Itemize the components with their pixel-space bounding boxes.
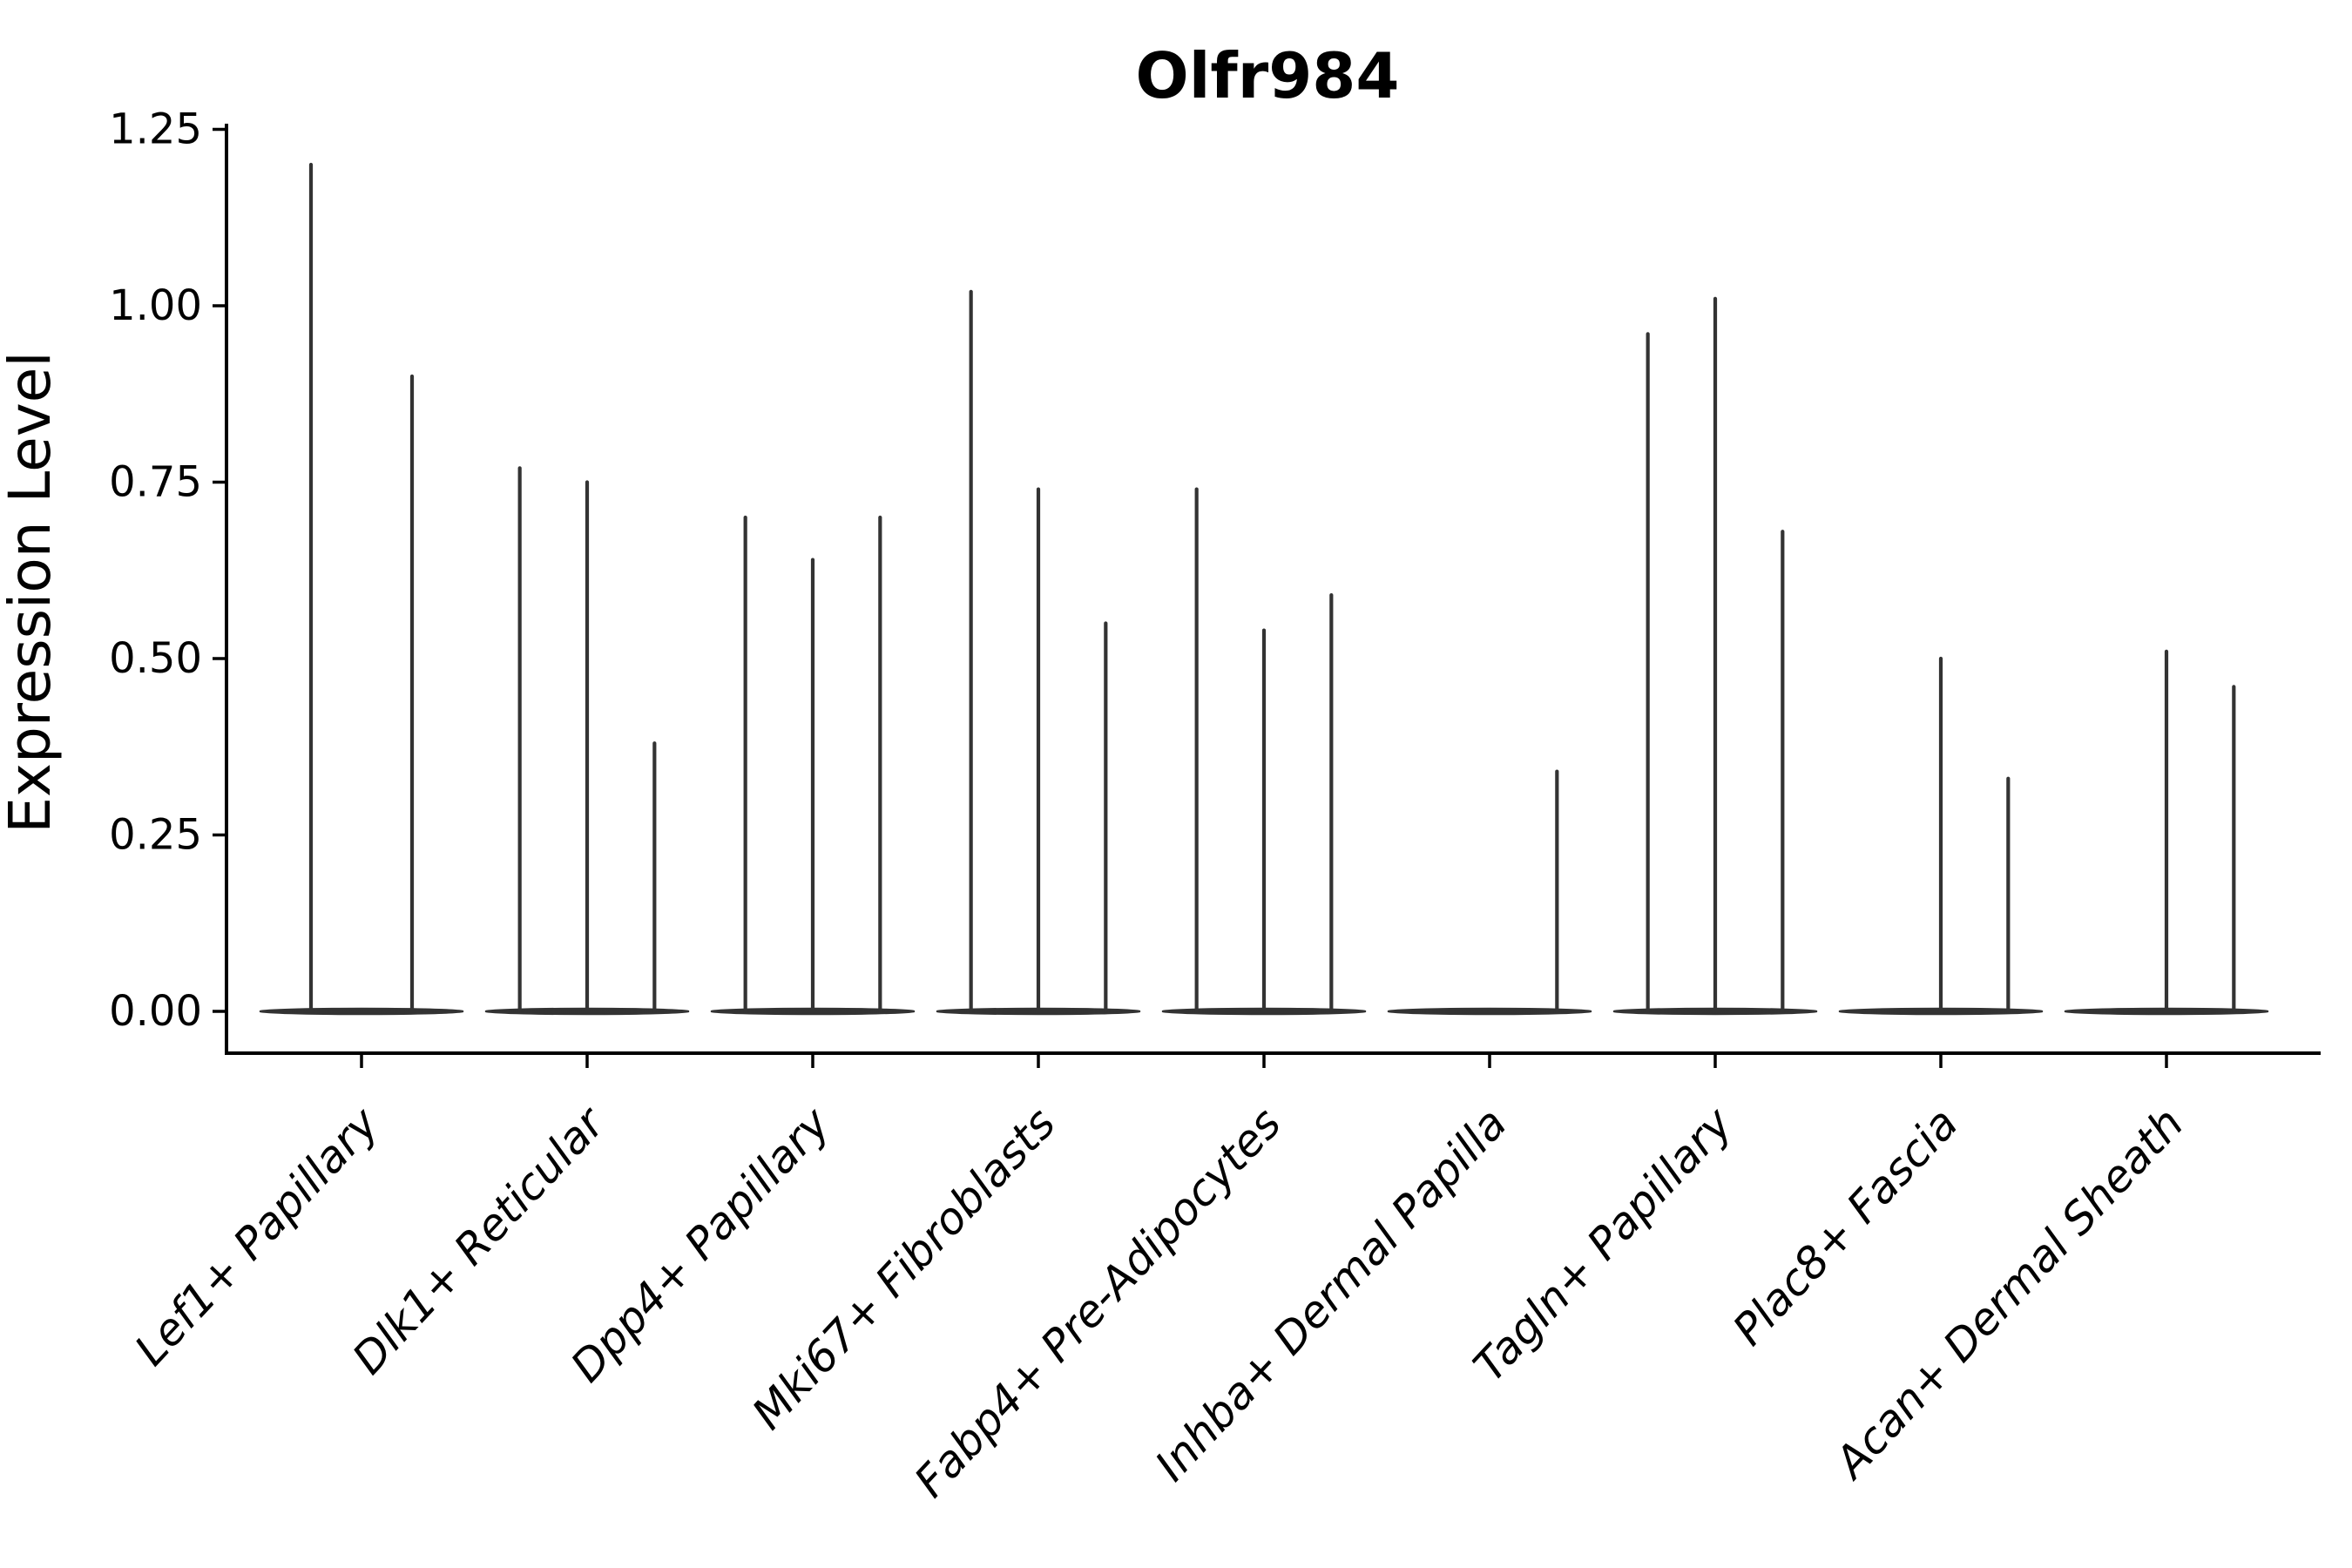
violin-baseline xyxy=(259,1007,464,1016)
y-tick-label: 1.00 xyxy=(109,281,202,330)
x-category-label: Lef1+ Papillary xyxy=(125,1098,389,1375)
violin-group-1 xyxy=(259,162,464,1016)
x-category-label: Dlk1+ Reticular xyxy=(343,1096,617,1383)
x-category-label: Plac8+ Fascia xyxy=(1723,1098,1968,1355)
violin-baseline xyxy=(1387,1007,1592,1016)
y-axis-label: Expression Level xyxy=(0,351,64,833)
chart-title: Olfr984 xyxy=(1135,39,1399,112)
violin-group-6 xyxy=(1387,769,1592,1016)
violin-layer xyxy=(259,162,2269,1016)
y-tick-label: 0.00 xyxy=(109,987,202,1036)
y-tick-label: 0.25 xyxy=(109,811,202,860)
violin-group-7 xyxy=(1612,296,1818,1016)
violin-group-9 xyxy=(2064,649,2269,1016)
axis-layer: 0.00 0.25 0.50 0.75 1.00 1.25 Lef1+ PapillaryD… xyxy=(109,105,2321,1507)
violin-group-8 xyxy=(1838,656,2044,1016)
y-tick-label: 0.75 xyxy=(109,458,202,507)
violin-group-5 xyxy=(1161,487,1367,1016)
y-tick-label: 0.50 xyxy=(109,634,202,683)
violin-group-4 xyxy=(936,289,1141,1016)
y-tick-label: 1.25 xyxy=(109,105,202,154)
violin-group-3 xyxy=(710,515,916,1016)
violin-group-2 xyxy=(484,466,690,1016)
x-category-label: Fabp4+ Pre-Adipocytes xyxy=(905,1098,1291,1507)
